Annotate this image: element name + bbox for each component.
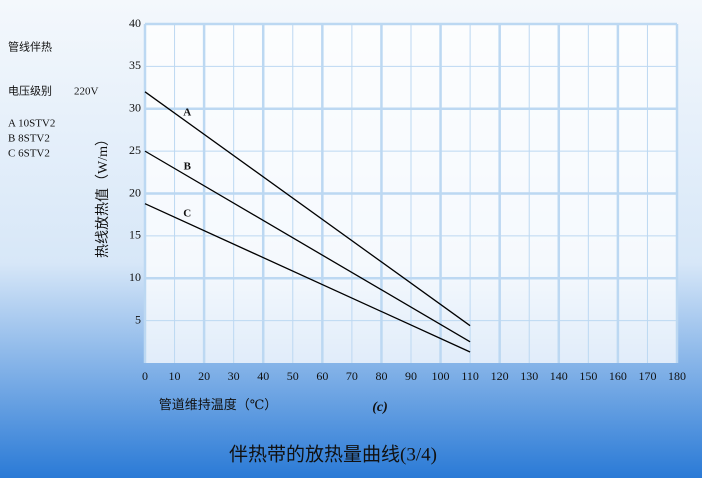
x-tick-label: 130: [520, 369, 538, 383]
x-tick-label: 150: [579, 369, 597, 383]
note: 电压级别: [8, 85, 52, 98]
x-axis-label: 管道维持温度（℃）: [159, 397, 278, 412]
y-tick-label: 5: [135, 312, 141, 326]
x-tick-label: 100: [432, 369, 450, 383]
series-label: B: [184, 160, 192, 172]
x-tick-label: 70: [346, 369, 358, 383]
x-tick-label: 140: [550, 369, 568, 383]
x-tick-label: 50: [287, 369, 299, 383]
y-tick-label: 20: [129, 185, 141, 199]
note: 管线伴热: [8, 40, 52, 54]
x-tick-label: 0: [142, 369, 148, 383]
x-tick-label: 180: [668, 369, 686, 383]
series-line: [144, 150, 471, 343]
y-tick-label: 25: [129, 143, 141, 157]
note: B 8STV2: [8, 133, 50, 145]
x-tick-label: 110: [461, 369, 479, 383]
x-tick-label: 30: [228, 369, 240, 383]
y-tick-label: 35: [129, 58, 141, 72]
x-tick-label: 60: [316, 369, 328, 383]
chart-title: 伴热带的放热量曲线(3/4): [229, 443, 437, 465]
y-axis-label: 热线放热值（W/m）: [95, 132, 111, 258]
y-tick-label: 40: [129, 16, 141, 30]
y-tick-label: 30: [129, 101, 141, 115]
series-line: [144, 203, 471, 353]
y-tick-label: 10: [129, 270, 141, 284]
x-tick-label: 20: [198, 369, 210, 383]
series-line: [144, 91, 471, 327]
y-tick-label: 15: [129, 228, 141, 242]
x-tick-label: 80: [375, 369, 387, 383]
series-label: C: [183, 207, 191, 219]
x-tick-label: 120: [491, 369, 509, 383]
series-label: A: [183, 107, 191, 119]
note: 220V: [74, 86, 99, 98]
x-tick-label: 160: [609, 369, 627, 383]
x-tick-label: 170: [638, 369, 656, 383]
note: C 6STV2: [8, 148, 50, 160]
x-tick-label: 10: [169, 369, 181, 383]
subtitle: (c): [372, 400, 388, 415]
x-tick-label: 90: [405, 369, 417, 383]
x-tick-label: 40: [257, 369, 269, 383]
note: A 10STV2: [8, 118, 55, 130]
